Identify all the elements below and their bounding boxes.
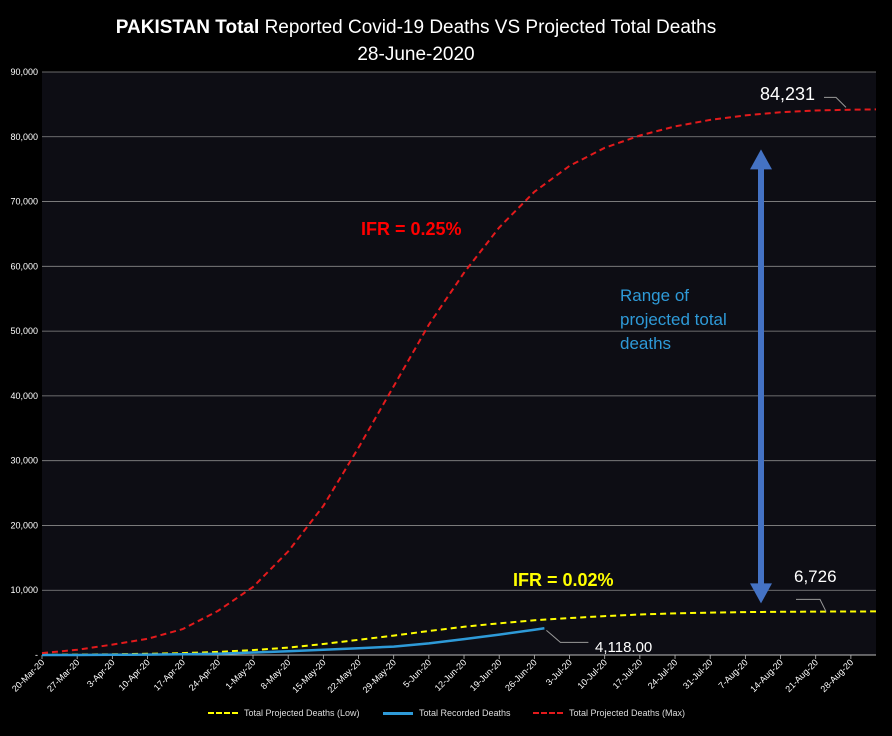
x-tick-label: 10-Jul-20 bbox=[576, 657, 610, 691]
x-tick-label: 26-Jun-20 bbox=[503, 657, 539, 693]
chart-title: PAKISTAN Total Reported Covid-19 Deaths … bbox=[0, 14, 832, 68]
x-tick-label: 24-Apr-20 bbox=[187, 657, 222, 692]
recorded-value-label: 4,118.00 bbox=[595, 639, 653, 656]
x-tick-label: 27-Mar-20 bbox=[45, 657, 81, 693]
x-tick-label: 14-Aug-20 bbox=[748, 657, 785, 694]
legend-label-max: Total Projected Deaths (Max) bbox=[569, 708, 686, 718]
legend-swatch-recorded bbox=[383, 711, 413, 715]
y-tick-label: 20,000 bbox=[10, 520, 38, 530]
x-tick-label: 19-Jun-20 bbox=[468, 657, 504, 693]
x-tick-label: 17-Jul-20 bbox=[611, 657, 645, 691]
y-tick-label: 60,000 bbox=[10, 261, 38, 271]
y-tick-label: 10,000 bbox=[10, 585, 38, 595]
x-tick-label: 12-Jun-20 bbox=[433, 657, 469, 693]
y-tick-label: - bbox=[35, 650, 38, 660]
low-value-label: 6,726 bbox=[794, 567, 837, 586]
x-tick-label: 20-Mar-20 bbox=[10, 657, 46, 693]
series-line-max bbox=[41, 108, 877, 655]
x-tick-label: 8-May-20 bbox=[259, 657, 293, 691]
recorded-leader-line bbox=[546, 629, 589, 643]
x-tick-label: 31-Jul-20 bbox=[681, 657, 715, 691]
y-tick-label: 70,000 bbox=[10, 197, 38, 207]
max-leader-line bbox=[824, 96, 847, 108]
x-tick-label: 28-Aug-20 bbox=[819, 657, 856, 694]
range-arrow-head-bottom bbox=[750, 583, 772, 604]
y-tick-label: 30,000 bbox=[10, 456, 38, 466]
y-tick-label: 90,000 bbox=[10, 67, 38, 77]
range-line-1: Range of bbox=[620, 286, 689, 305]
legend-swatch-max bbox=[533, 712, 563, 714]
legend-label-recorded: Total Recorded Deaths bbox=[419, 708, 511, 718]
range-line-2: projected total bbox=[620, 310, 727, 329]
legend-swatch-low bbox=[208, 712, 238, 714]
legend-label-low: Total Projected Deaths (Low) bbox=[244, 708, 360, 718]
range-line-3: deaths bbox=[620, 334, 672, 353]
ifr-low-label: IFR = 0.02% bbox=[513, 570, 614, 590]
range-arrow-head-top bbox=[750, 149, 772, 170]
legend-item-max: Total Projected Deaths (Max) bbox=[533, 708, 685, 718]
x-tick-label: 17-Apr-20 bbox=[152, 657, 187, 692]
legend-item-low: Total Projected Deaths (Low) bbox=[208, 708, 360, 718]
x-tick-label: 21-Aug-20 bbox=[783, 657, 820, 694]
y-tick-label: 80,000 bbox=[10, 132, 38, 142]
y-tick-label: 40,000 bbox=[10, 391, 38, 401]
plot-background bbox=[42, 72, 876, 655]
x-tick-label: 3-Jul-20 bbox=[544, 657, 574, 687]
title-date: 28-June-2020 bbox=[357, 44, 475, 65]
title-bold: PAKISTAN Total bbox=[115, 17, 260, 38]
low-leader-line bbox=[796, 598, 827, 612]
x-tick-label: 15-May-20 bbox=[290, 657, 327, 694]
y-tick-label: 50,000 bbox=[10, 326, 38, 336]
range-annotation: Range of projected total deaths bbox=[620, 284, 727, 356]
title-rest: Reported Covid-19 Deaths VS Projected To… bbox=[259, 17, 717, 38]
x-tick-label: 29-May-20 bbox=[361, 657, 398, 694]
ifr-high-label: IFR = 0.25% bbox=[361, 219, 462, 239]
max-value-label: 84,231 bbox=[760, 84, 816, 104]
x-tick-label: 7-Aug-20 bbox=[717, 657, 750, 690]
x-tick-label: 3-Apr-20 bbox=[85, 657, 117, 689]
x-tick-label: 22-May-20 bbox=[325, 657, 362, 694]
x-tick-label: 10-Apr-20 bbox=[117, 657, 152, 692]
x-tick-label: 1-May-20 bbox=[223, 657, 257, 691]
x-tick-label: 5-Jun-20 bbox=[401, 657, 433, 689]
x-tick-label: 24-Jul-20 bbox=[646, 657, 680, 691]
series-line-recorded bbox=[42, 627, 545, 657]
legend-item-recorded: Total Recorded Deaths bbox=[383, 708, 511, 718]
